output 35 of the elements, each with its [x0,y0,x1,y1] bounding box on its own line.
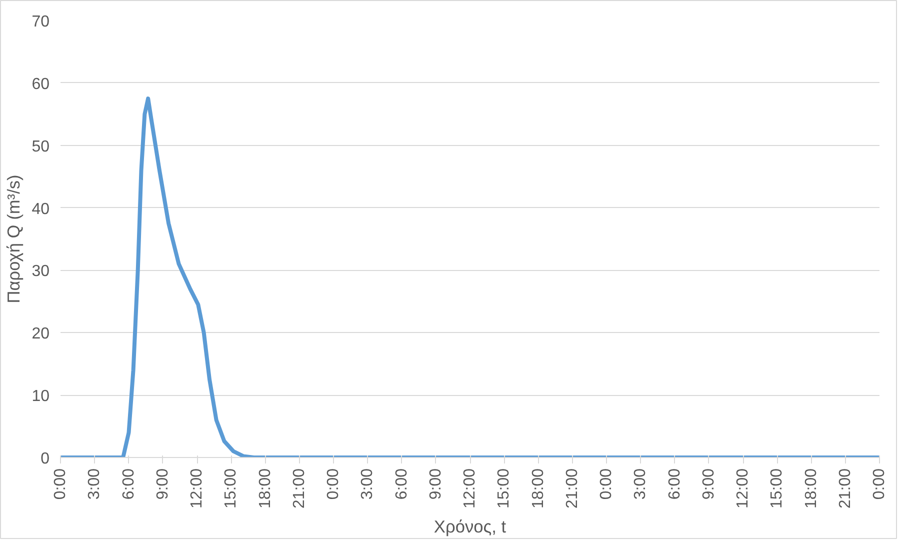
x-tick-label: 12:00 [462,468,478,509]
x-tick-label: 9:00 [700,468,718,500]
x-tick-label: 21:00 [564,468,581,509]
y-tick-label: 0 [40,450,50,468]
x-tick-label: 12:00 [734,468,752,509]
x-tick-label: 3:00 [632,468,650,500]
x-axis-title: Χρόνος, t [434,516,506,537]
x-tick-label: 6:00 [666,468,684,500]
x-tick-label: 3:00 [359,468,376,500]
x-tick-label: 6:00 [393,468,410,500]
x-tick-label: 6:00 [120,468,138,500]
x-tick-label: 3:00 [86,468,104,500]
x-tick-label: 0:00 [325,468,342,500]
x-tick-label: 9:00 [427,468,444,500]
y-tick-label: 70 [32,14,50,30]
y-tick-label: 20 [32,326,50,343]
x-tick-label: 21:00 [290,468,308,509]
x-tick-label: 15:00 [768,468,786,509]
x-tick-label: 18:00 [530,468,547,509]
y-axis-title: Παροχή Q (m³/s) [4,174,24,304]
x-tick-label: 9:00 [154,468,172,500]
y-tick-label: 30 [32,263,50,280]
x-tick-label: 0:00 [598,468,615,500]
x-tick-label: 15:00 [496,468,513,509]
x-tick-label: 18:00 [256,468,274,509]
y-tick-label: 40 [32,200,50,218]
x-tick-label: 15:00 [222,468,240,509]
x-tick-label: 21:00 [836,468,854,509]
x-tick-label: 0:00 [52,468,69,500]
x-tick-label: 0:00 [871,468,888,500]
y-tick-label: 60 [32,76,50,93]
x-tick-label: 12:00 [188,468,206,509]
x-tick-label: 18:00 [802,468,820,509]
y-tick-label: 10 [32,388,50,406]
y-tick-label: 50 [32,138,50,156]
